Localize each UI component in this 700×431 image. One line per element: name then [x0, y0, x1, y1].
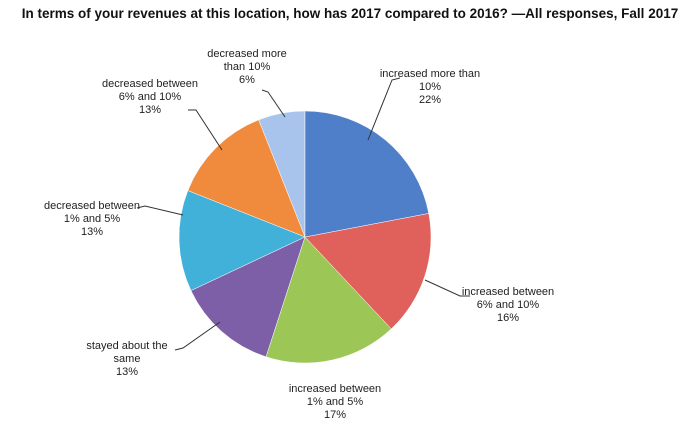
- category-label: decreased more than 10%: [207, 48, 287, 73]
- category-label: increased between 6% and 10%: [461, 286, 555, 311]
- value-label: 13%: [115, 366, 139, 378]
- leader-line: [261, 89, 286, 118]
- leader-line: [424, 279, 470, 297]
- pie-slice: [190, 236, 306, 358]
- category-label: decreased between 1% and 5%: [43, 200, 140, 225]
- leader-line: [367, 77, 401, 141]
- chart-title: In terms of your revenues at this locati…: [21, 6, 679, 21]
- leader-lines: [136, 77, 470, 351]
- pie-slice: [304, 110, 430, 238]
- leader-line: [174, 321, 221, 351]
- slice-label: increased between 1% and 5% 17%: [280, 383, 390, 422]
- slice-label: increased more than 10% 22%: [375, 68, 485, 107]
- leader-line: [136, 205, 184, 216]
- slice-label: increased between 6% and 10% 16%: [453, 286, 563, 325]
- category-label: stayed about the same: [86, 340, 168, 365]
- slice-label: decreased more than 10% 6%: [197, 48, 297, 87]
- category-label: increased between 1% and 5%: [288, 383, 382, 408]
- value-label: 13%: [138, 104, 162, 116]
- value-label: 22%: [418, 94, 442, 106]
- pie-slice: [265, 236, 392, 364]
- slice-label: stayed about the same 13%: [77, 340, 177, 379]
- category-label: increased more than 10%: [379, 68, 481, 93]
- pie-slice: [178, 190, 306, 291]
- slice-label: decreased between 6% and 10% 13%: [95, 78, 205, 117]
- slice-label: decreased between 1% and 5% 13%: [37, 200, 147, 239]
- pie-slice: [304, 213, 432, 330]
- value-label: 16%: [496, 312, 520, 324]
- value-label: 13%: [80, 226, 104, 238]
- category-label: decreased between 6% and 10%: [101, 78, 198, 103]
- leader-line: [188, 109, 223, 151]
- pie-slice: [187, 119, 306, 238]
- value-label: 17%: [323, 409, 347, 421]
- value-label: 6%: [239, 74, 255, 86]
